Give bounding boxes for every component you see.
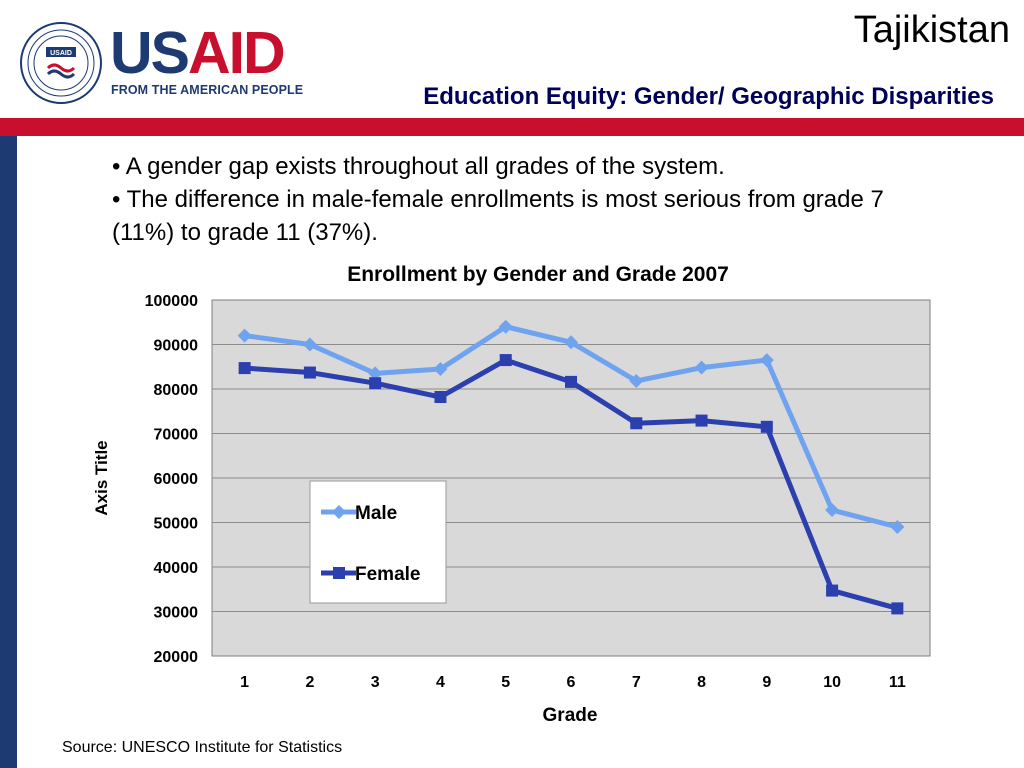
y-tick-label: 100000 [145, 293, 198, 310]
seal-label: USAID [50, 50, 72, 57]
x-tick-label: 11 [889, 674, 906, 691]
x-tick-label: 1 [240, 674, 249, 691]
y-tick-label: 30000 [154, 605, 199, 622]
data-point-marker [368, 366, 383, 381]
data-point-marker [433, 361, 448, 376]
y-tick-label: 70000 [154, 427, 199, 444]
legend-label: Female [355, 564, 420, 585]
data-point-marker [891, 602, 904, 615]
data-point-marker [237, 328, 252, 343]
data-point-marker [695, 414, 708, 427]
data-point-marker [302, 337, 317, 352]
y-tick-label: 80000 [154, 382, 199, 399]
x-tick-label: 10 [823, 674, 841, 691]
data-point-marker [630, 417, 643, 430]
usaid-seal-icon: USAID [20, 22, 102, 104]
data-point-marker [826, 584, 839, 597]
x-tick-label: 7 [632, 674, 641, 691]
data-point-marker [760, 420, 773, 433]
source-note: Source: UNESCO Institute for Statistics [62, 739, 343, 756]
legend-box [309, 480, 447, 604]
data-point-marker [238, 362, 251, 375]
x-tick-label: 3 [371, 674, 380, 691]
data-point-marker [333, 567, 345, 579]
data-point-marker [825, 503, 840, 518]
bullet-list: • A gender gap exists throughout all gra… [112, 150, 952, 249]
data-point-marker [694, 360, 709, 375]
logo-us: US [110, 20, 190, 86]
y-tick-label: 90000 [154, 338, 199, 355]
y-tick-label: 60000 [154, 471, 199, 488]
bullet-item: • The difference in male-female enrollme… [112, 186, 884, 246]
data-point-marker [629, 373, 644, 388]
data-point-marker [564, 335, 578, 350]
x-tick-label: 6 [567, 674, 576, 691]
data-point-marker [434, 391, 447, 404]
header-red-rule [0, 118, 1024, 136]
usaid-logo: USAID [110, 24, 286, 83]
x-axis-label: Grade [543, 705, 598, 726]
data-point-marker [498, 319, 513, 334]
bullet-item: • A gender gap exists throughout all gra… [112, 153, 725, 180]
x-tick-label: 5 [501, 674, 510, 691]
x-tick-label: 2 [305, 674, 314, 691]
y-tick-label: 20000 [154, 649, 199, 666]
x-tick-label: 9 [762, 674, 771, 691]
x-tick-label: 8 [697, 674, 706, 691]
left-accent-bar [0, 136, 17, 768]
data-point-marker [565, 375, 577, 388]
y-axis-label: Axis Title [92, 440, 111, 515]
chart-title: Enrollment by Gender and Grade 2007 [347, 263, 729, 286]
data-point-marker [369, 377, 382, 390]
data-point-marker [890, 519, 905, 534]
data-point-marker [332, 505, 346, 519]
data-point-marker [759, 353, 774, 368]
legend-label: Male [355, 503, 397, 524]
y-tick-label: 40000 [154, 560, 199, 577]
slide-subtitle: Education Equity: Gender/ Geographic Dis… [423, 83, 994, 110]
data-point-marker [499, 354, 512, 367]
logo-tagline: FROM THE AMERICAN PEOPLE [111, 83, 304, 97]
y-tick-label: 50000 [154, 516, 199, 533]
country-title: Tajikistan [853, 9, 1010, 51]
x-tick-label: 4 [436, 674, 445, 691]
logo-aid: AID [187, 20, 286, 86]
data-point-marker [303, 366, 316, 379]
